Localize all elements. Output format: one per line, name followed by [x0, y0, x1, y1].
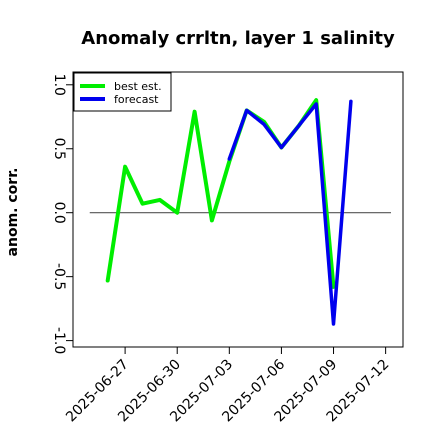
- legend-label-forecast: forecast: [114, 93, 159, 106]
- plot-frame: [72, 71, 404, 348]
- legend-box: [73, 72, 172, 112]
- y-tick-label: -0.5: [51, 263, 67, 290]
- y-tick-label: 1.0: [51, 74, 67, 96]
- chart-title: Anomaly crrltn, layer 1 salinity: [81, 28, 395, 49]
- y-axis-label: anom. corr.: [5, 168, 21, 257]
- y-tick-label: 0.5: [51, 138, 67, 160]
- y-tick-label: 0.0: [51, 202, 67, 224]
- series-line-best-est: [105, 98, 336, 289]
- series-line-forecast: [227, 99, 353, 326]
- plot-area: -1.0-0.50.00.51.02025-06-272025-06-30202…: [51, 71, 404, 425]
- y-tick-label: -1.0: [51, 327, 67, 354]
- legend-label-best-est: best est.: [114, 80, 162, 93]
